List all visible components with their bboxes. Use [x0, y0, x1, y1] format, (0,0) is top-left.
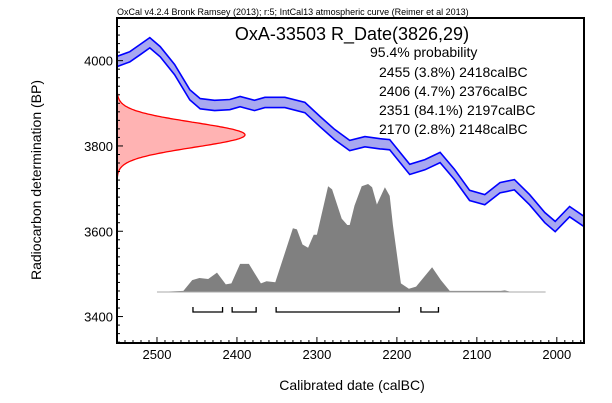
probability-label: 95.4% probability [370, 44, 477, 60]
range-bracket [420, 307, 440, 313]
range-text: 2351 (84.1%) 2197calBC [379, 102, 535, 118]
x-tick-label: 2200 [382, 347, 411, 362]
plot-area [117, 36, 584, 293]
chart-title: OxA-33503 R_Date(3826,29) [235, 24, 469, 45]
chart-header: OxCal v4.2.4 Bronk Ramsey (2013); r:5; I… [117, 7, 469, 17]
x-tick-label: 2300 [302, 347, 331, 362]
x-tick-label: 2500 [143, 347, 172, 362]
range-text: 2455 (3.8%) 2418calBC [379, 64, 528, 80]
y-tick-label: 4000 [84, 54, 113, 69]
x-tick-label: 2400 [222, 347, 251, 362]
y-tick-label: 3400 [84, 310, 113, 325]
range-bracket [275, 307, 400, 313]
calibration-curve-band [117, 37, 584, 232]
x-axis-label: Calibrated date (calBC) [279, 377, 425, 393]
y-tick-label: 3800 [84, 139, 113, 154]
radiocarbon-date-distribution [117, 85, 246, 185]
posterior-distribution [156, 184, 546, 292]
range-text: 2406 (4.7%) 2376calBC [379, 83, 528, 99]
range-bracket [192, 307, 224, 313]
radiocarbon-date-fill [117, 85, 245, 185]
x-tick-label: 2000 [542, 347, 571, 362]
y-tick-label: 3600 [84, 224, 113, 239]
range-bracket [231, 307, 257, 313]
calibration-curve-lower [117, 46, 584, 233]
x-tick-label: 2100 [462, 347, 491, 362]
y-axis-label: Radiocarbon determination (BP) [28, 80, 44, 280]
range-text: 2170 (2.8%) 2148calBC [379, 121, 528, 137]
calibration-curve-upper [117, 36, 584, 223]
